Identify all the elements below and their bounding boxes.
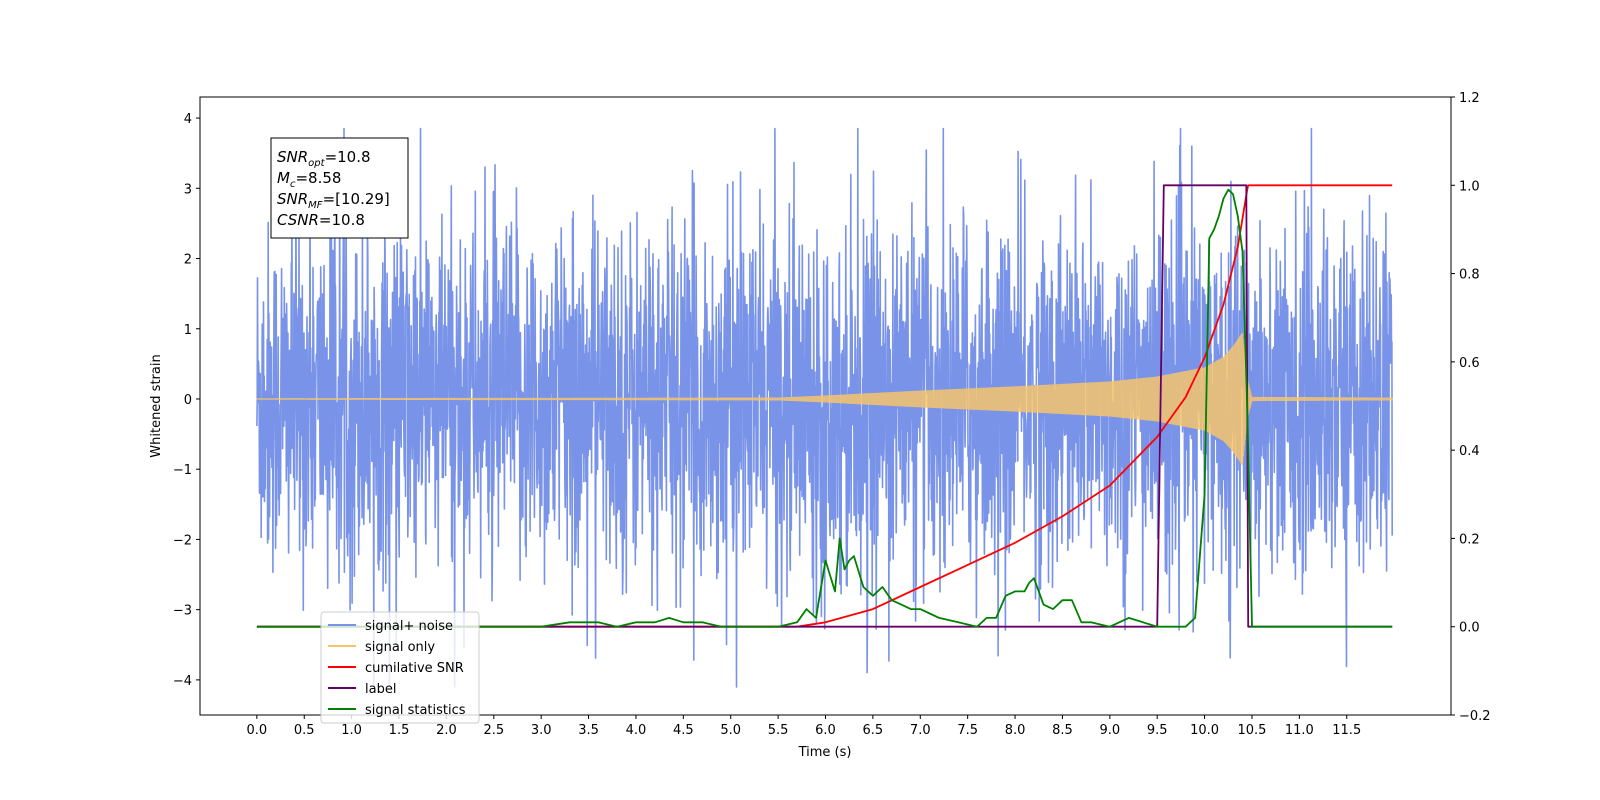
annotation-subscript: c [290, 179, 296, 190]
annotation-subscript: MF [308, 200, 323, 211]
y-tick-label: 3 [184, 182, 192, 197]
y-axis-right: −0.2 0.0 0.2 0.4 0.6 0.8 1.0 1.2 [1451, 91, 1491, 724]
x-tick-label: 11.0 [1285, 723, 1314, 738]
y2-tick-label: 0.8 [1459, 268, 1480, 283]
x-tick-label: 3.5 [578, 723, 599, 738]
y2-tick-label: 0.2 [1459, 532, 1480, 547]
x-tick-label: 9.0 [1099, 723, 1120, 738]
y-tick-label: 2 [184, 253, 192, 268]
annotation-line: Mc=8.58 [277, 169, 341, 190]
annotation-value: =8.58 [295, 169, 341, 187]
series-signal-noise [256, 127, 1393, 688]
x-tick-label: 11.5 [1332, 723, 1361, 738]
x-tick-label: 3.0 [531, 723, 552, 738]
y2-tick-label: 1.2 [1459, 91, 1480, 106]
y2-tick-label: 0.0 [1459, 621, 1480, 636]
series-signal-only [256, 332, 1393, 466]
annotation-value: =10.8 [319, 211, 365, 229]
series-cumilative-snr [256, 184, 1393, 628]
x-tick-label: 1.0 [341, 723, 362, 738]
legend-label: signal only [365, 640, 435, 655]
y-tick-label: 1 [184, 323, 192, 338]
x-tick-label: 10.0 [1190, 723, 1219, 738]
legend: signal+ noise signal only cumilative SNR la… [320, 611, 480, 724]
x-tick-label: 6.5 [863, 723, 884, 738]
x-tick-label: 8.5 [1052, 723, 1073, 738]
x-tick-label: 9.5 [1147, 723, 1168, 738]
annotation-value: =[10.29] [323, 190, 390, 208]
y-axis-left: −4 −3 −2 −1 0 1 2 3 4 [173, 112, 200, 689]
y-tick-label: 4 [184, 112, 192, 127]
legend-label: label [365, 682, 396, 697]
x-tick-label: 0.5 [294, 723, 315, 738]
annotation-subscript: opt [308, 158, 325, 169]
x-tick-label: 10.5 [1238, 723, 1267, 738]
y-tick-label: −2 [173, 533, 192, 548]
y-tick-label: 0 [184, 393, 192, 408]
annotation-frame [270, 137, 409, 239]
annotation-line: CSNR=10.8 [277, 211, 365, 229]
series-layer [256, 127, 1393, 688]
x-tick-label: 1.5 [389, 723, 410, 738]
legend-label: signal statistics [365, 703, 466, 718]
x-tick-label: 2.5 [483, 723, 504, 738]
annotation-value: =10.8 [325, 148, 371, 166]
annotation-symbol: CSNR [277, 211, 319, 229]
annotation-line: SNRopt=10.8 [277, 148, 371, 169]
x-tick-label: 0.0 [247, 723, 268, 738]
annotation-symbol: SNR [277, 190, 308, 208]
annotation-symbol: M [277, 169, 290, 187]
legend-label: cumilative SNR [365, 661, 464, 676]
y2-tick-label: 0.6 [1459, 356, 1480, 371]
x-tick-label: 5.5 [768, 723, 789, 738]
legend-label: signal+ noise [365, 619, 453, 634]
x-tick-label: 4.5 [673, 723, 694, 738]
y-tick-label: −4 [173, 674, 192, 689]
annotation-line: SNRMF=[10.29] [277, 190, 390, 211]
y2-tick-label: 1.0 [1459, 179, 1480, 194]
series-signal-statistics [256, 188, 1393, 628]
y-tick-label: −3 [173, 604, 192, 619]
x-tick-label: 7.5 [957, 723, 978, 738]
y-axis-label: Whitened strain [149, 354, 164, 457]
annotation-symbol: SNR [277, 148, 308, 166]
y-tick-label: −1 [173, 463, 192, 478]
y2-tick-label: −0.2 [1459, 709, 1491, 724]
x-tick-label: 4.0 [626, 723, 647, 738]
x-axis-label: Time (s) [798, 745, 852, 760]
legend-frame [320, 611, 480, 724]
x-tick-label: 5.0 [720, 723, 741, 738]
x-tick-label: 2.0 [436, 723, 457, 738]
x-tick-label: 8.0 [1005, 723, 1026, 738]
x-tick-label: 7.0 [910, 723, 931, 738]
x-tick-label: 6.0 [815, 723, 836, 738]
x-axis: 0.0 0.5 1.0 1.5 2.0 2.5 3.0 3.5 4.0 4.5 5.0 5.5 6.0 6… [247, 715, 1361, 738]
y2-tick-label: 0.4 [1459, 444, 1480, 459]
